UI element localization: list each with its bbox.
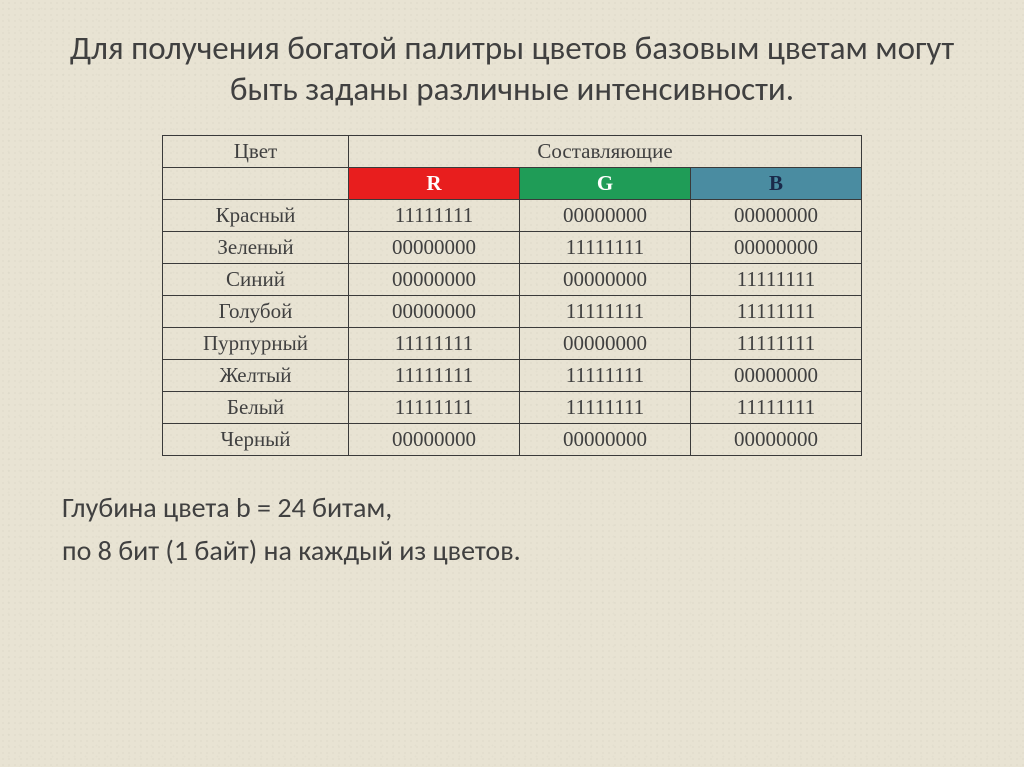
color-table: Цвет Составляющие R G B Красный111111110… [162,135,862,456]
footer-line-2: по 8 бит (1 байт) на каждый из цветов. [62,529,964,572]
cell-r: 11111111 [349,391,520,423]
table-row: Красный111111110000000000000000 [163,199,862,231]
table-row: Пурпурный111111110000000011111111 [163,327,862,359]
cell-color-name: Голубой [163,295,349,327]
page-title: Для получения богатой палитры цветов баз… [60,28,964,111]
cell-b: 00000000 [691,231,862,263]
table-header-row-1: Цвет Составляющие [163,135,862,167]
cell-r: 00000000 [349,295,520,327]
cell-color-name: Зеленый [163,231,349,263]
footer-line-1: Глубина цвета b = 24 битам, [62,486,964,529]
header-b: B [691,167,862,199]
cell-r: 11111111 [349,327,520,359]
header-blank [163,167,349,199]
cell-color-name: Белый [163,391,349,423]
cell-b: 00000000 [691,199,862,231]
table-row: Голубой000000001111111111111111 [163,295,862,327]
color-table-body: Цвет Составляющие R G B Красный111111110… [163,135,862,455]
cell-b: 11111111 [691,327,862,359]
cell-b: 00000000 [691,359,862,391]
cell-color-name: Черный [163,423,349,455]
cell-r: 11111111 [349,199,520,231]
cell-g: 11111111 [520,231,691,263]
cell-g: 00000000 [520,423,691,455]
table-header-row-2: R G B [163,167,862,199]
cell-g: 11111111 [520,359,691,391]
cell-r: 00000000 [349,231,520,263]
cell-g: 00000000 [520,327,691,359]
cell-g: 00000000 [520,263,691,295]
cell-b: 00000000 [691,423,862,455]
cell-b: 11111111 [691,295,862,327]
header-components: Составляющие [349,135,862,167]
cell-color-name: Синий [163,263,349,295]
cell-r: 11111111 [349,359,520,391]
table-row: Зеленый000000001111111100000000 [163,231,862,263]
cell-g: 00000000 [520,199,691,231]
header-g: G [520,167,691,199]
table-row: Синий000000000000000011111111 [163,263,862,295]
table-row: Желтый111111111111111100000000 [163,359,862,391]
cell-color-name: Красный [163,199,349,231]
cell-r: 00000000 [349,423,520,455]
cell-color-name: Желтый [163,359,349,391]
header-r: R [349,167,520,199]
cell-g: 11111111 [520,391,691,423]
cell-b: 11111111 [691,263,862,295]
cell-g: 11111111 [520,295,691,327]
footer-text: Глубина цвета b = 24 битам, по 8 бит (1 … [60,486,964,573]
cell-b: 11111111 [691,391,862,423]
cell-color-name: Пурпурный [163,327,349,359]
header-color: Цвет [163,135,349,167]
cell-r: 00000000 [349,263,520,295]
table-row: Белый111111111111111111111111 [163,391,862,423]
table-row: Черный000000000000000000000000 [163,423,862,455]
